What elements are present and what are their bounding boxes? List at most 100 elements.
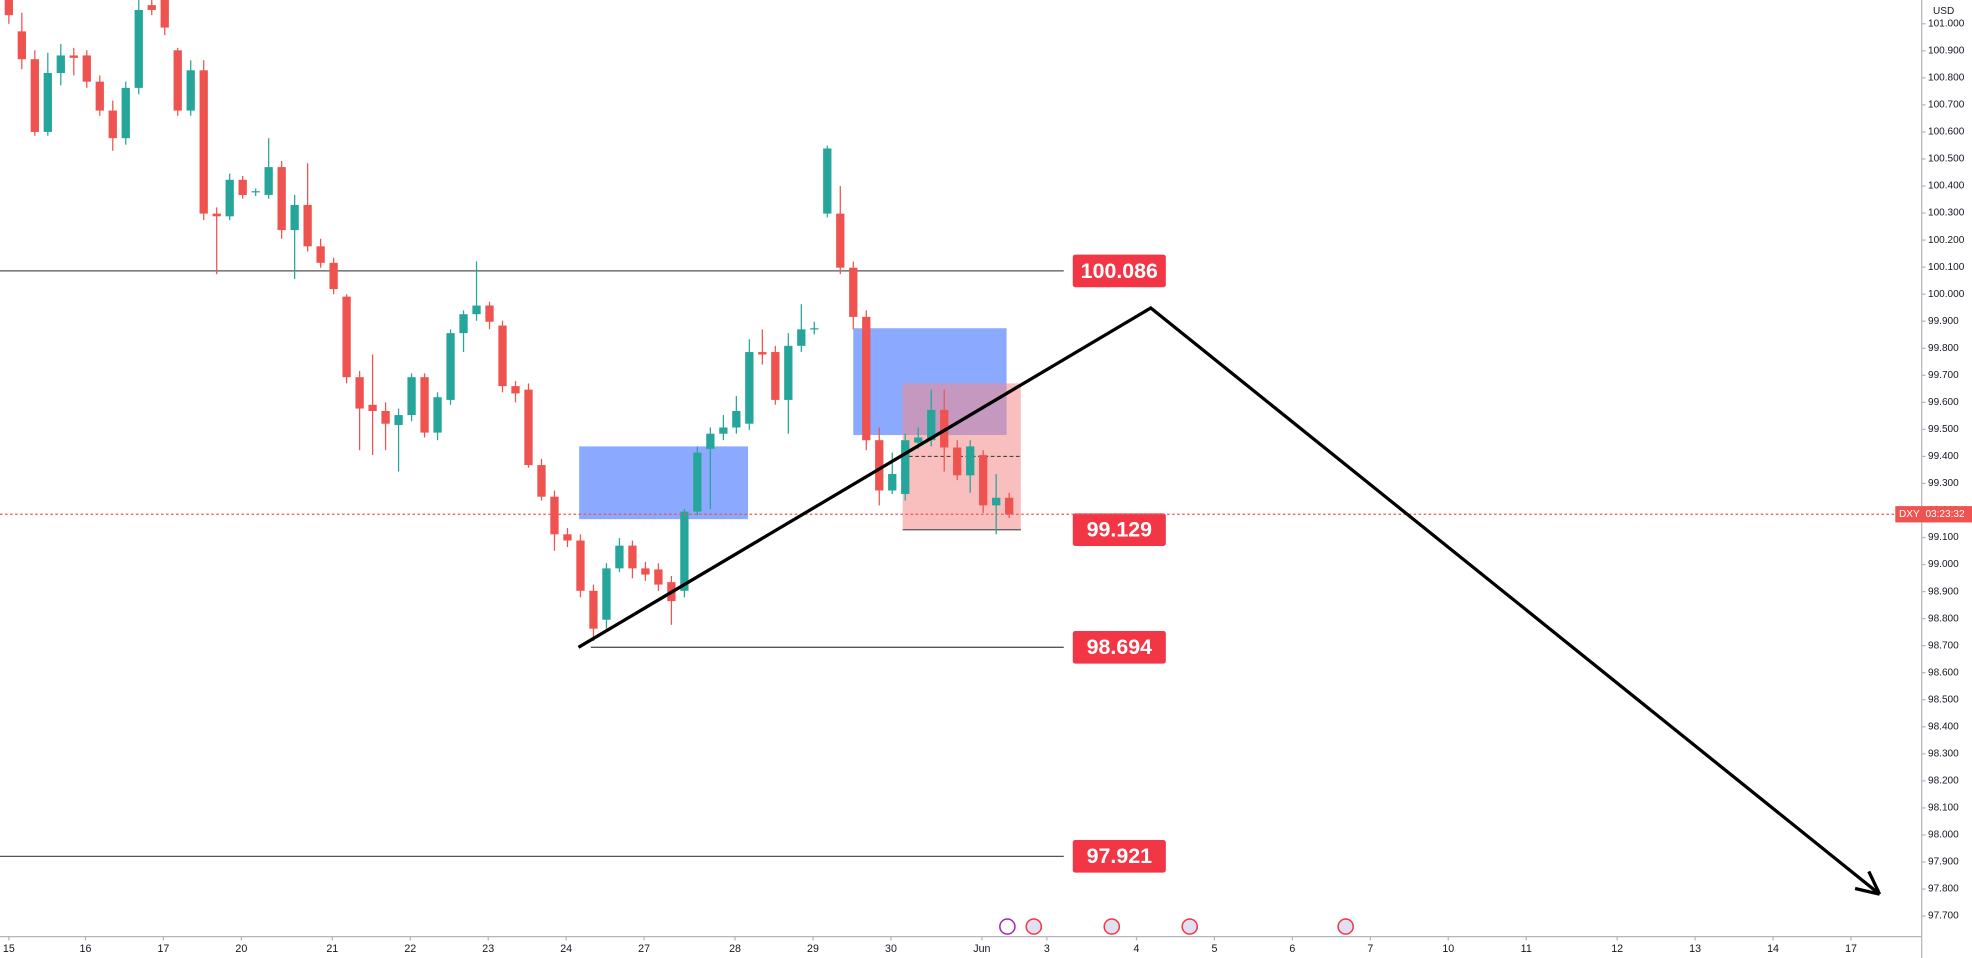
arrow-head: [1854, 886, 1880, 896]
candle-body: [238, 179, 247, 195]
x-tick-label: 27: [638, 943, 650, 955]
x-tick-label: 20: [235, 943, 247, 955]
x-tick-label: 30: [885, 943, 897, 955]
candle-body: [82, 55, 91, 82]
y-tick-label: 99.000: [1928, 559, 1959, 570]
y-tick-label: 98.900: [1928, 586, 1959, 597]
y-tick-label: 100.700: [1928, 100, 1965, 111]
y-tick-label: 98.500: [1928, 694, 1959, 705]
level-label-box: [1072, 839, 1166, 873]
level-label-box: [1072, 630, 1166, 664]
arrow-head: [1867, 870, 1882, 895]
x-tick-label: 5: [1211, 943, 1217, 955]
x-tick-label: 24: [560, 943, 572, 955]
candle-body: [173, 50, 182, 111]
y-tick-label: 99.600: [1928, 397, 1959, 408]
candle-body: [615, 545, 624, 569]
event-icon[interactable]: [1103, 918, 1121, 935]
y-tick-label: 100.800: [1928, 73, 1965, 84]
candle-body: [680, 511, 689, 591]
y-tick-label: 100.400: [1928, 181, 1965, 192]
x-tick-label: 4: [1134, 943, 1140, 955]
x-tick-label: 15: [3, 943, 15, 955]
candle-body: [628, 545, 637, 569]
candle-body: [95, 81, 104, 111]
zones: [579, 328, 1021, 530]
x-tick-label: 10: [1442, 943, 1454, 955]
candle-body: [498, 325, 507, 387]
x-tick-label: 29: [807, 943, 819, 955]
candle-body: [147, 5, 156, 11]
y-tick-label: 100.300: [1928, 208, 1965, 219]
candle-body: [251, 191, 260, 193]
event-icons: [999, 918, 1354, 935]
level-label-box: [1072, 513, 1166, 547]
candle-body: [810, 328, 819, 330]
x-tick-label: 3: [1044, 943, 1050, 955]
x-tick-label: 6: [1289, 943, 1295, 955]
y-tick-label: 98.800: [1928, 613, 1959, 624]
candle-body: [186, 70, 195, 111]
candle-body: [784, 345, 793, 400]
y-tick-label: 100.500: [1928, 154, 1965, 165]
candle-body: [316, 246, 325, 263]
x-tick-label: 23: [482, 943, 494, 955]
y-tick-label: 98.700: [1928, 640, 1959, 651]
drawing: [577, 305, 1882, 896]
candle-body: [485, 305, 494, 322]
x-tick-label: 14: [1767, 943, 1779, 955]
candle-body: [706, 433, 715, 449]
candle-body: [420, 377, 429, 433]
event-icon[interactable]: [1181, 918, 1199, 935]
candle-body: [355, 377, 364, 409]
y-tick-label: 98.000: [1928, 830, 1959, 841]
level-label: 97.921: [1087, 844, 1152, 868]
axes: 97.700 97.800 97.900 98.000 98.100 98.200 98.3…: [3, 18, 1972, 955]
candle-body: [277, 167, 286, 231]
y-tick-label: 99.800: [1928, 343, 1959, 354]
y-tick-label: 99.900: [1928, 316, 1959, 327]
candle-body: [888, 473, 897, 491]
candle-body: [1005, 497, 1014, 515]
y-tick-label: 98.600: [1928, 667, 1959, 678]
y-tick-label: 99.100: [1928, 532, 1959, 543]
candle-body: [290, 204, 299, 231]
x-tick-label: Jun: [973, 943, 990, 955]
y-tick-label: 97.700: [1928, 911, 1959, 922]
candle-body: [121, 87, 130, 139]
event-icon[interactable]: [1337, 918, 1354, 935]
y-tick-label: 99.300: [1928, 478, 1959, 489]
y-tick-label: 100.900: [1928, 45, 1965, 56]
candle-body: [225, 179, 234, 217]
y-tick-label: 100.000: [1928, 289, 1965, 300]
event-icon[interactable]: [1025, 918, 1043, 935]
x-tick-label: 12: [1611, 943, 1623, 955]
projection-path: [577, 305, 1881, 896]
candle-body: [329, 262, 338, 290]
candle-body: [537, 465, 546, 497]
candle-body: [576, 540, 585, 591]
candle-body: [732, 410, 741, 428]
candle-body: [212, 213, 221, 217]
candle-body: [979, 455, 988, 506]
x-tick-label: 16: [80, 943, 92, 955]
price-tag-countdown: 03:23:32: [1925, 509, 1965, 520]
candle-body: [407, 377, 416, 416]
candle-body: [875, 440, 884, 491]
y-tick-label: 98.100: [1928, 803, 1959, 814]
candle-body: [69, 55, 78, 58]
y-tick-label: 99.500: [1928, 424, 1959, 435]
candle-body: [758, 352, 767, 355]
candle-body: [654, 569, 663, 585]
candle-body: [368, 404, 377, 411]
candle-body: [472, 305, 481, 315]
candle-body: [43, 73, 52, 132]
candle-body: [446, 333, 455, 400]
candle-body: [550, 496, 559, 535]
candle-body: [563, 534, 572, 541]
candle-body: [836, 213, 845, 268]
candle-body: [160, 0, 169, 28]
event-icon[interactable]: [999, 918, 1016, 935]
y-tick-label: 97.900: [1928, 857, 1959, 868]
